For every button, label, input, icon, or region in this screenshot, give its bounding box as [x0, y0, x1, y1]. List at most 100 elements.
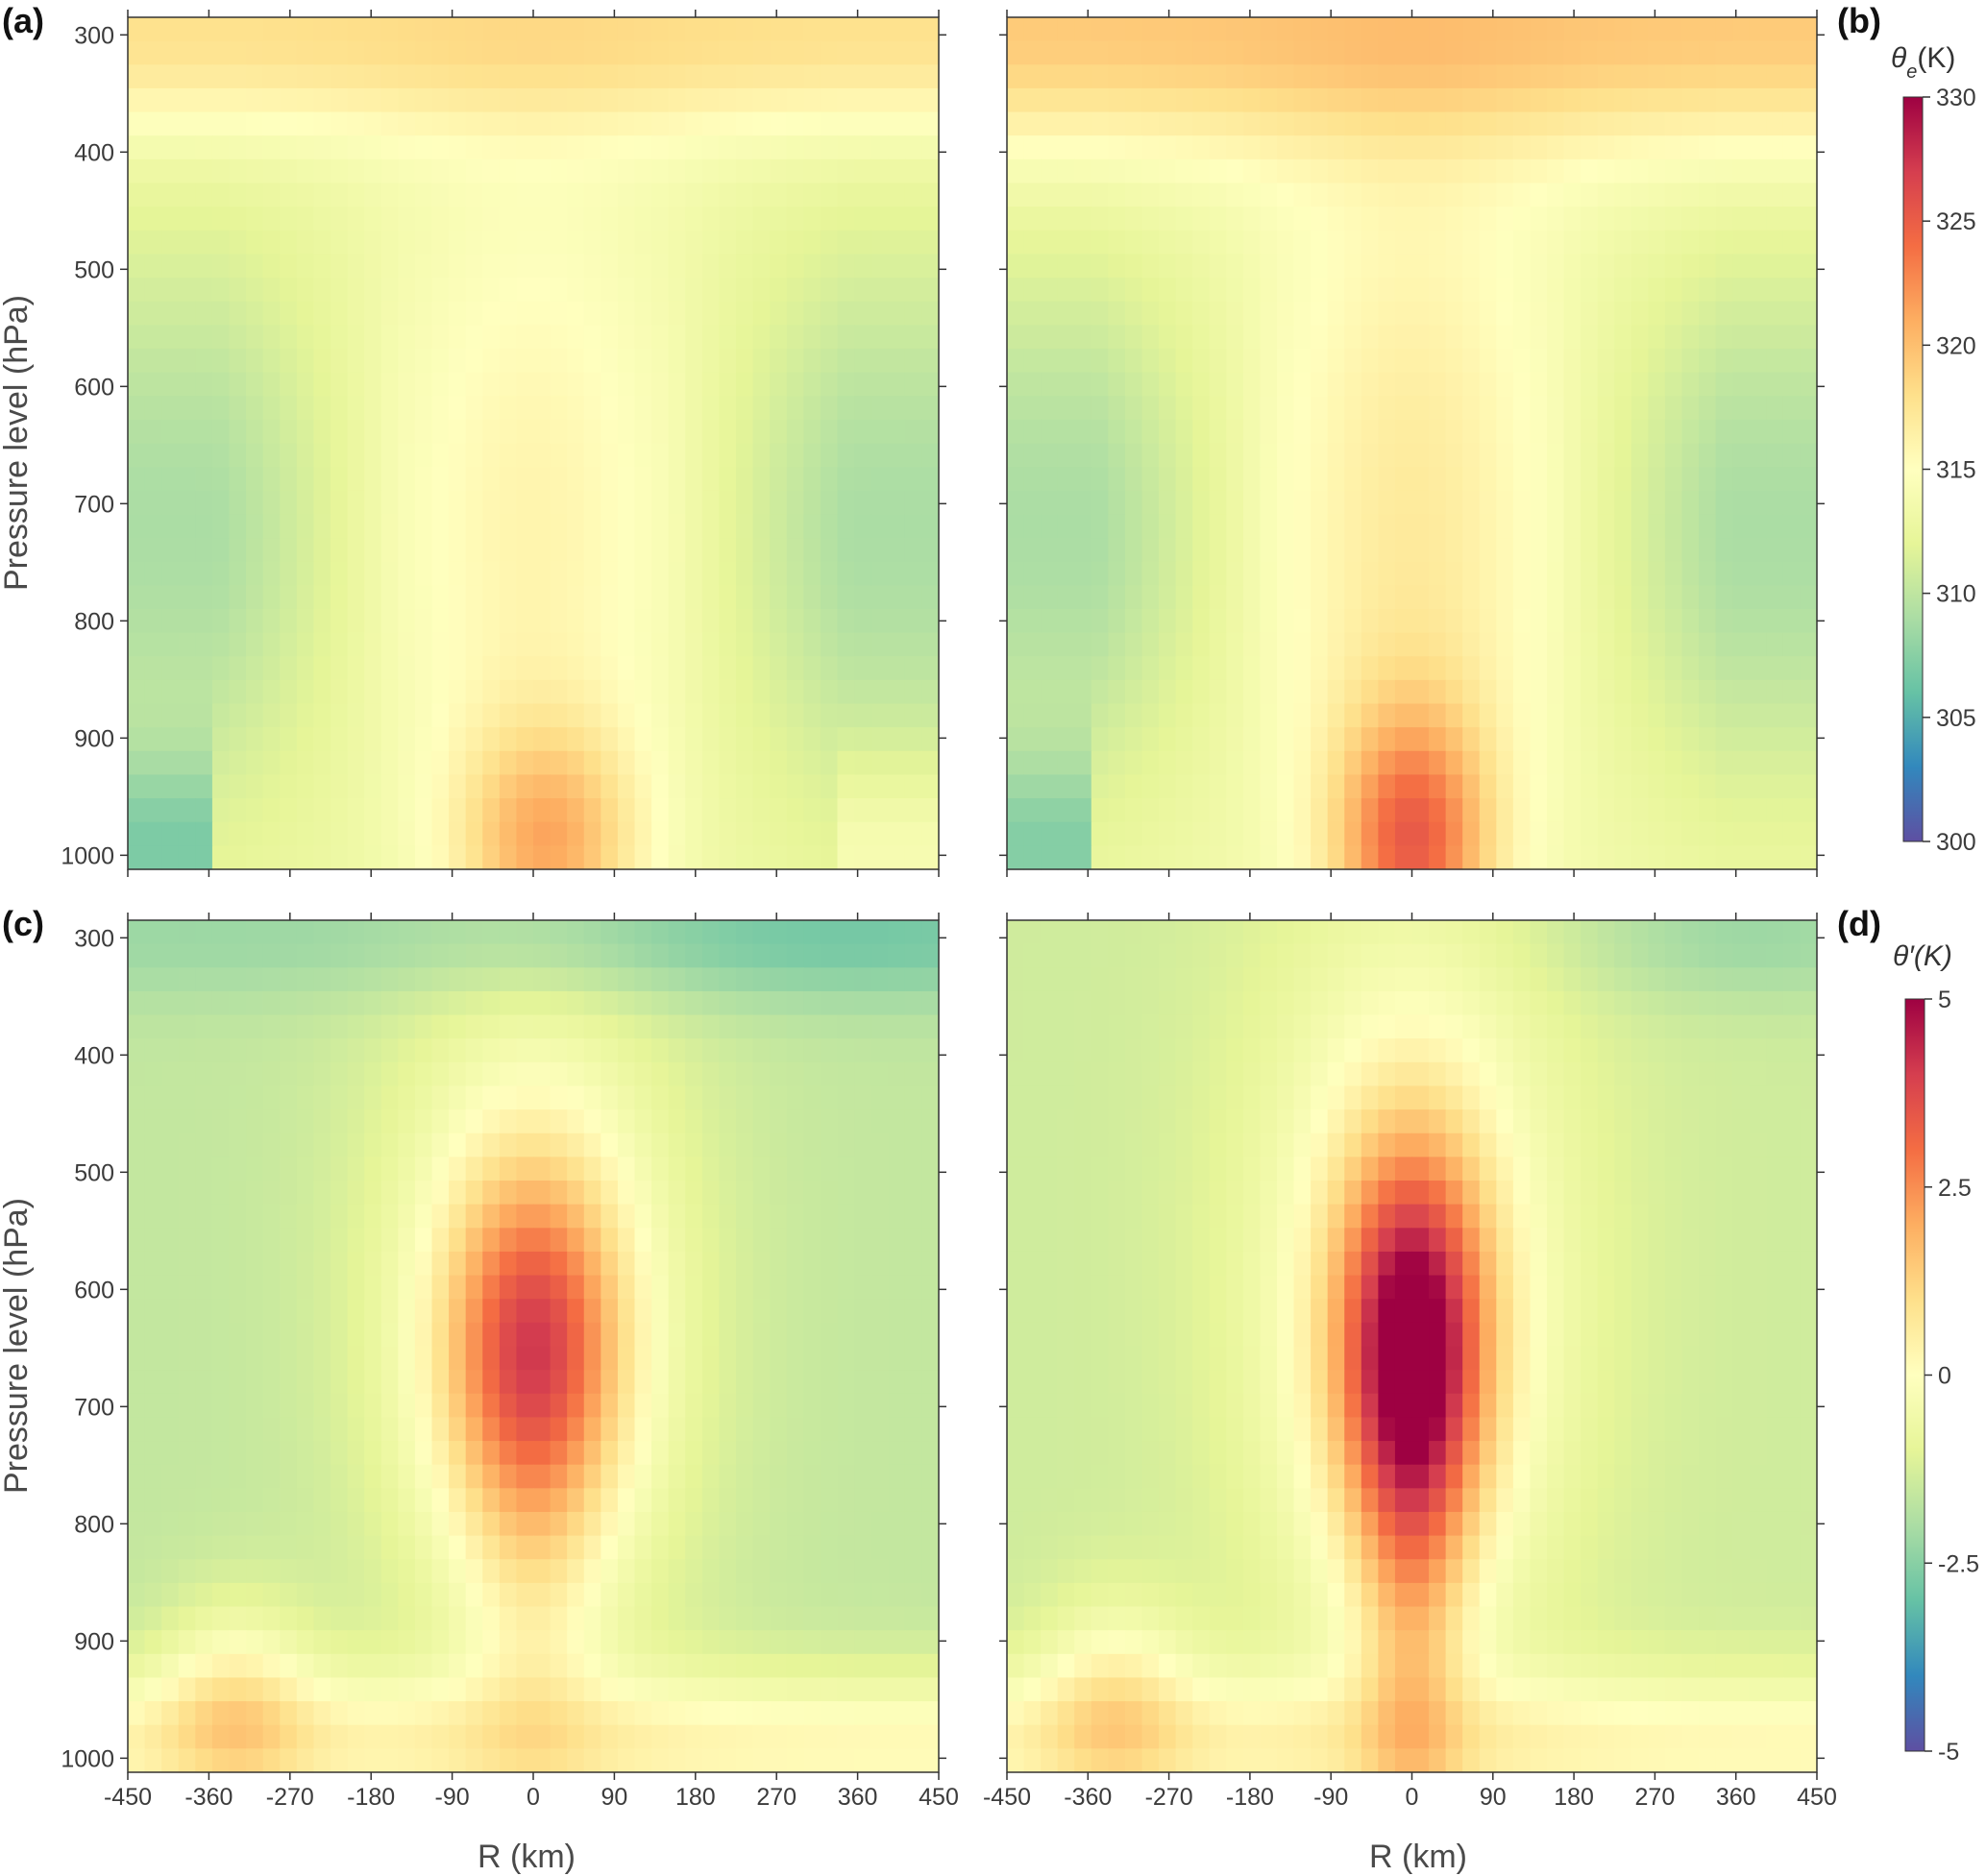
heatmap-cell [296, 254, 315, 279]
heatmap-cell [1242, 64, 1262, 89]
heatmap-cell [1766, 254, 1784, 279]
heatmap-cell [685, 1535, 703, 1560]
heatmap-cell [651, 1393, 670, 1419]
heatmap-cell [128, 1606, 146, 1631]
heatmap-cell [1327, 135, 1345, 160]
heatmap-cell [195, 419, 213, 445]
heatmap-cell [634, 396, 652, 421]
heatmap-cell [854, 1441, 872, 1466]
heatmap-cell [854, 17, 872, 42]
heatmap-cell [1293, 87, 1312, 113]
heatmap-cell [550, 774, 568, 799]
heatmap-cell [617, 514, 636, 539]
heatmap-cell [1311, 254, 1329, 279]
heatmap-cell [1108, 845, 1126, 870]
heatmap-cell [1512, 158, 1532, 184]
heatmap-cell [128, 419, 146, 445]
heatmap-cell [1782, 111, 1802, 136]
heatmap-cell [465, 396, 483, 421]
heatmap-cell [837, 608, 855, 634]
heatmap-cell [280, 727, 298, 752]
heatmap-cell [1445, 183, 1463, 207]
heatmap-cell [786, 1535, 804, 1560]
heatmap-cell [1614, 467, 1632, 492]
heatmap-cell [1192, 348, 1211, 374]
heatmap-cell [634, 1535, 652, 1560]
heatmap-cell [770, 1157, 788, 1182]
heatmap-cell [128, 990, 146, 1016]
heatmap-cell [280, 1085, 298, 1110]
heatmap-cell [1411, 821, 1430, 846]
heatmap-cell [246, 17, 264, 42]
heatmap-cell [870, 207, 889, 231]
heatmap-cell [1766, 87, 1784, 113]
heatmap-cell [1479, 325, 1497, 350]
heatmap-cell [1715, 774, 1733, 799]
heatmap-cell [1411, 750, 1430, 776]
heatmap-cell [246, 703, 264, 728]
heatmap-cell [449, 1014, 467, 1039]
heatmap-cell [380, 774, 399, 799]
heatmap-cell [1293, 561, 1312, 586]
heatmap-cell [1530, 703, 1548, 728]
heatmap-cell [499, 1275, 518, 1300]
heatmap-cell [144, 585, 162, 610]
heatmap-cell [820, 1109, 839, 1134]
heatmap-cell [752, 561, 771, 586]
heatmap-cell [820, 1417, 839, 1442]
heatmap-cell [583, 561, 601, 586]
heatmap-cell [921, 608, 940, 634]
heatmap-cell [313, 1417, 331, 1442]
heatmap-cell [380, 40, 399, 65]
heatmap-cell [736, 1251, 754, 1277]
heatmap-cell [1344, 632, 1362, 657]
heatmap-cell [1648, 372, 1666, 397]
heatmap-cell [1749, 158, 1767, 184]
heatmap-cell [1327, 158, 1345, 184]
heatmap-cell [583, 845, 601, 870]
heatmap-cell [1715, 17, 1733, 42]
heatmap-cell [1581, 727, 1599, 752]
heatmap-cell [904, 608, 923, 634]
heatmap-cell [752, 1061, 771, 1087]
heatmap-cell [211, 538, 231, 563]
heatmap-cell [1800, 111, 1818, 136]
heatmap-cell [634, 538, 652, 563]
heatmap-cell [229, 64, 247, 89]
heatmap-cell [1597, 40, 1615, 65]
heatmap-cell [482, 1251, 501, 1277]
heatmap-cell [1664, 301, 1683, 326]
heatmap-cell [1057, 774, 1075, 799]
heatmap-cell [870, 821, 889, 846]
heatmap-cell [465, 1299, 483, 1324]
heatmap-cell [803, 1464, 821, 1489]
heatmap-cell [583, 703, 601, 728]
heatmap-cell [144, 561, 162, 586]
heatmap-cell [685, 1085, 703, 1110]
heatmap-cell [668, 750, 686, 776]
heatmap-cell [803, 845, 821, 870]
heatmap-cell [482, 1322, 501, 1348]
heatmap-cell [1293, 301, 1312, 326]
heatmap-cell [601, 230, 619, 255]
heatmap-cell [1800, 727, 1818, 752]
heatmap-cell [1648, 64, 1666, 89]
heatmap-cell [1242, 183, 1262, 207]
heatmap-cell [870, 396, 889, 421]
heatmap-cell [1007, 656, 1025, 681]
heatmap-cell [1091, 585, 1109, 610]
heatmap-cell [685, 750, 703, 776]
heatmap-cell [651, 1085, 670, 1110]
heatmap-cell [870, 135, 889, 160]
heatmap-cell [516, 967, 534, 992]
heatmap-cell [380, 1346, 399, 1371]
heatmap-cell [567, 1251, 585, 1277]
heatmap-cell [246, 278, 264, 303]
heatmap-cell [601, 372, 619, 397]
heatmap-cell [280, 1204, 298, 1229]
heatmap-cell [1530, 419, 1548, 445]
heatmap-cell [1091, 372, 1109, 397]
heatmap-cell [1648, 230, 1666, 255]
heatmap-cell [1800, 656, 1818, 681]
heatmap-cell [786, 967, 804, 992]
